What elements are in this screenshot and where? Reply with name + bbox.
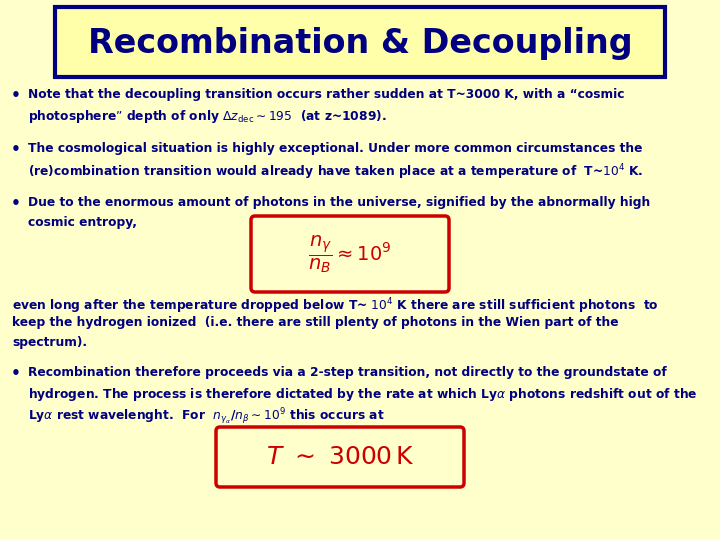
Text: •: •: [11, 196, 21, 211]
Text: $\dfrac{n_{\gamma}}{n_B} \approx 10^9$: $\dfrac{n_{\gamma}}{n_B} \approx 10^9$: [308, 233, 392, 275]
FancyBboxPatch shape: [55, 7, 665, 77]
FancyBboxPatch shape: [251, 216, 449, 292]
FancyBboxPatch shape: [216, 427, 464, 487]
Text: •: •: [11, 366, 21, 381]
Text: Due to the enormous amount of photons in the universe, signified by the abnormal: Due to the enormous amount of photons in…: [28, 196, 650, 209]
Text: Note that the decoupling transition occurs rather sudden at T~3000 K, with a “co: Note that the decoupling transition occu…: [28, 88, 624, 101]
Text: spectrum).: spectrum).: [12, 336, 87, 349]
Text: •: •: [11, 88, 21, 103]
Text: keep the hydrogen ionized  (i.e. there are still plenty of photons in the Wien p: keep the hydrogen ionized (i.e. there ar…: [12, 316, 618, 329]
Text: •: •: [11, 142, 21, 157]
Text: even long after the temperature dropped below T~ $10^4$ K there are still suffic: even long after the temperature dropped …: [12, 296, 659, 315]
Text: $T \ \sim \ 3000 \, \mathrm{K}$: $T \ \sim \ 3000 \, \mathrm{K}$: [266, 445, 415, 469]
Text: The cosmological situation is highly exceptional. Under more common circumstance: The cosmological situation is highly exc…: [28, 142, 642, 155]
Text: Ly$\alpha$ rest wavelenght.  For  $n_{\gamma_\alpha}$/$n_\beta{\sim}10^9$ this o: Ly$\alpha$ rest wavelenght. For $n_{\gam…: [28, 406, 384, 427]
Text: hydrogen. The process is therefore dictated by the rate at which Ly$\alpha$ phot: hydrogen. The process is therefore dicta…: [28, 386, 698, 403]
Text: (re)combination transition would already have taken place at a temperature of  T: (re)combination transition would already…: [28, 162, 643, 181]
Text: Recombination therefore proceeds via a 2-step transition, not directly to the gr: Recombination therefore proceeds via a 2…: [28, 366, 667, 379]
Text: Recombination & Decoupling: Recombination & Decoupling: [88, 26, 632, 59]
Text: photosphere” depth of only $\Delta z_{\rm dec}{\sim}195$  (at z~1089).: photosphere” depth of only $\Delta z_{\r…: [28, 108, 387, 125]
Text: cosmic entropy,: cosmic entropy,: [28, 216, 137, 229]
